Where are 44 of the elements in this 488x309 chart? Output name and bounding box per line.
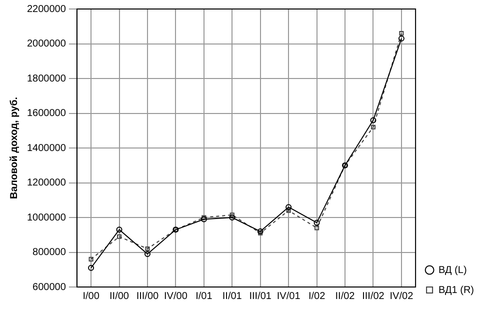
point: [116, 234, 122, 239]
point: [88, 256, 94, 262]
y-tick-label: 600000: [32, 282, 66, 293]
x-tick-label: III/01: [249, 290, 272, 302]
point: [399, 31, 404, 36]
y-tick-label: 1200000: [26, 178, 66, 188]
point: [88, 264, 94, 271]
point: [314, 220, 320, 226]
point: [230, 212, 234, 218]
y-tick-label: 2000000: [26, 38, 66, 50]
point: [286, 204, 292, 210]
y-tick-label: 2200000: [26, 4, 66, 15]
x-tick-label: III/00: [136, 290, 160, 302]
y-tick-label: 1400000: [26, 142, 66, 154]
point: [144, 250, 150, 257]
point: [200, 216, 207, 222]
x-tick-label: IV/01: [276, 290, 301, 302]
x-tick-label: IV/02: [390, 290, 414, 302]
legend-label: ВД1 (R): [438, 284, 474, 296]
point: [116, 226, 122, 233]
y-tick-label: 1600000: [26, 108, 66, 119]
x-tick-label: I/00: [82, 290, 100, 302]
x-tick-label: III/02: [362, 290, 385, 302]
y-tick-label: 1000000: [26, 212, 66, 224]
point: [370, 124, 376, 130]
legend-label: ВД (L): [438, 264, 467, 276]
point: [258, 230, 263, 236]
x-tick-label: I/02: [308, 290, 326, 302]
point: [202, 215, 206, 220]
point: [314, 226, 320, 230]
x-tick-label: II/00: [110, 290, 130, 302]
y-tick-label: 1800000: [26, 73, 66, 84]
x-tick-label: I/01: [196, 290, 213, 302]
point: [145, 246, 150, 252]
point: [286, 208, 291, 213]
x-tick-label: II/01: [222, 290, 242, 302]
x-tick-label: II/02: [335, 290, 356, 302]
point: [370, 117, 376, 124]
x-tick-label: IV/00: [164, 290, 188, 302]
point: [257, 228, 264, 234]
y-axis-title: Валовой доход, руб.: [8, 96, 20, 200]
y-tick-label: 800000: [32, 247, 66, 258]
point: [229, 214, 236, 220]
point: [398, 36, 404, 42]
